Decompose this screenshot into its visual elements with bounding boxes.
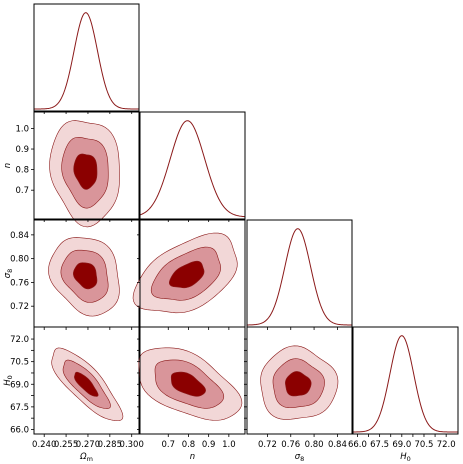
panel-frame <box>139 111 246 220</box>
panel-n-Om: 0.7 0.8 0.9 1.0 <box>15 111 140 228</box>
marginal-curve-Om <box>34 12 139 110</box>
marginal-curve-sigma8 <box>246 228 353 326</box>
x-tick-label: 0.76 <box>281 440 300 450</box>
x-tick-label: 0.300 <box>120 440 144 450</box>
y-tick-label: 0.9 <box>15 145 29 155</box>
contour-1sigma-sigma8-Om <box>73 262 98 290</box>
panel-H0-sigma8: 0.72 0.76 0.80 0.84 <box>244 326 353 450</box>
x-tick-label: 70.5 <box>415 440 434 450</box>
x-tick-label: 0.285 <box>98 440 122 450</box>
panel-sigma8-n <box>132 219 246 330</box>
y-tick-label: 1.0 <box>15 124 29 134</box>
x-tick-label: 1.0 <box>222 440 236 450</box>
contour-1sigma-H0-n <box>170 371 206 397</box>
x-tick-label: 0.9 <box>202 440 216 450</box>
x-tick-label: 66.0 <box>348 440 367 450</box>
x-tick-label: 69.0 <box>392 440 411 450</box>
y-tick-label: 0.72 <box>10 302 29 312</box>
x-tick-label: 0.7 <box>162 440 176 450</box>
x-tick-label: 0.80 <box>305 440 324 450</box>
y-tick-label: 66.0 <box>10 425 29 435</box>
panel-frame <box>33 111 140 220</box>
panel-frame <box>33 326 140 435</box>
contour-1sigma-sigma8-n <box>169 260 205 289</box>
x-tick-label: 0.270 <box>76 440 100 450</box>
y-tick-label: 0.8 <box>15 166 29 176</box>
y-tick-label: 0.7 <box>15 186 29 196</box>
panel-sigma8-Om: 0.72 0.76 0.80 0.84 <box>10 219 140 330</box>
panel-frame <box>33 3 140 112</box>
x-axis-label-sigma8: σ8 <box>295 452 305 463</box>
panel-frame <box>352 326 459 435</box>
panel-H0-n: 0.7 0.8 0.9 1.0 <box>137 326 246 450</box>
x-tick-label: 0.240 <box>32 440 56 450</box>
y-axis-label-H0: H0 <box>3 375 14 386</box>
marginal-curve-H0 <box>352 335 458 433</box>
x-axis-label-n: n <box>190 452 195 462</box>
x-tick-label: 67.5 <box>370 440 389 450</box>
x-tick-label: 0.8 <box>182 440 196 450</box>
x-axis-label-Om: Ωm <box>79 452 93 463</box>
contour-1sigma-n-Om <box>73 153 98 190</box>
y-tick-label: 69.0 <box>10 380 29 390</box>
panel-Om-Om <box>33 3 140 114</box>
y-axis-label-sigma8: σ8 <box>3 269 14 279</box>
contour-1sigma-H0-sigma8 <box>285 371 312 397</box>
panel-n-n <box>139 111 246 222</box>
marginal-curve-n <box>139 120 246 218</box>
panel-frame <box>246 326 353 435</box>
x-tick-label: 0.255 <box>54 440 78 450</box>
y-tick-label: 67.5 <box>10 403 29 413</box>
y-tick-label: 70.5 <box>10 358 29 368</box>
x-tick-label: 0.72 <box>258 440 277 450</box>
y-tick-label: 0.84 <box>10 231 29 241</box>
y-tick-label: 72.0 <box>10 335 29 345</box>
panel-frame <box>139 326 246 435</box>
x-tick-label: 72.0 <box>437 440 456 450</box>
panel-H0-H0: 66.0 67.5 69.0 70.5 72.0 <box>348 326 459 450</box>
y-tick-label: 0.76 <box>10 278 29 288</box>
y-axis-label-n: n <box>3 163 13 168</box>
panel-frame <box>246 219 353 328</box>
panel-sigma8-sigma8 <box>246 219 353 330</box>
x-axis-label-H0: H0 <box>400 452 411 463</box>
y-tick-label: 0.80 <box>10 255 29 265</box>
x-tick-label: 0.84 <box>328 440 347 450</box>
contour-1sigma-H0-Om <box>74 371 99 397</box>
